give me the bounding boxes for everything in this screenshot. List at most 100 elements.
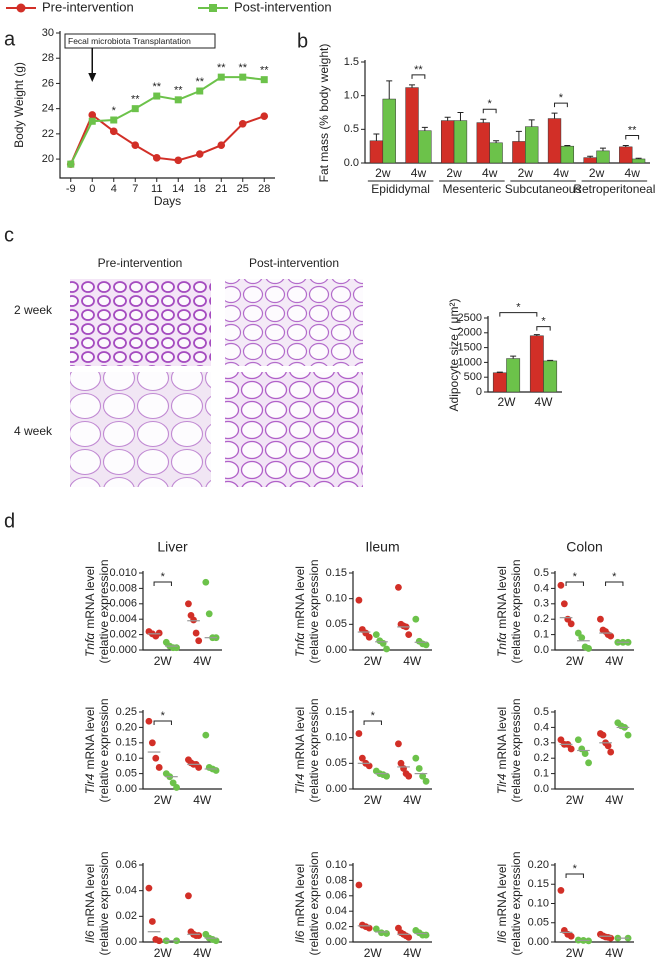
data-point [212, 937, 220, 945]
group-label: Subcutaneous [505, 182, 582, 196]
y-axis-label-text: mRNA level [495, 566, 509, 629]
axis-line [142, 710, 222, 790]
x-tick-label: 4w [411, 166, 427, 180]
data-point [195, 932, 203, 939]
x-tick-label: 7 [132, 183, 138, 195]
data-point [173, 644, 180, 652]
y-axis-label: Fat mass (% body weight) [317, 44, 331, 183]
data-point [422, 777, 430, 785]
y-tick-label: 0.05 [326, 618, 347, 630]
bar [596, 150, 610, 164]
y-tick-label: 0.00 [116, 936, 137, 948]
marker [174, 156, 183, 165]
significance-label: ** [174, 85, 183, 97]
axis-line [554, 571, 634, 651]
data-point [185, 892, 192, 900]
y-tick-label: 22 [42, 128, 54, 140]
image-row-label: 2 week [14, 303, 53, 317]
x-tick-label: 4W [403, 946, 422, 960]
y-tick-label: 2000 [458, 327, 482, 339]
error-bar [496, 371, 503, 373]
significance-label: * [541, 315, 546, 327]
y-tick-label: 0.15 [326, 706, 347, 718]
data-point [383, 772, 390, 780]
y-axis-label: Tnfα mRNA level [293, 566, 307, 657]
y-tick-label: 0.10 [528, 897, 549, 909]
gene-name: Tlr4 [495, 773, 509, 794]
data-point [148, 739, 156, 747]
y-tick-label: 30 [42, 27, 54, 39]
y-axis-label-text: mRNA level [83, 707, 97, 770]
significance-label: ** [217, 62, 226, 74]
legend-marker [16, 3, 26, 13]
data-point [557, 581, 565, 589]
y-axis-label-2: (relative expression [509, 698, 523, 802]
marker [217, 141, 226, 150]
series-line [69, 113, 265, 165]
gene-name: Tnfα [495, 632, 509, 657]
significance-bracket [605, 581, 624, 586]
group-label: Retroperitoneal [573, 182, 655, 196]
data-point [412, 615, 420, 623]
y-axis-label-text: mRNA level [495, 864, 509, 927]
data-point [205, 610, 213, 618]
data-point [155, 937, 163, 945]
error-bar [635, 157, 642, 159]
y-tick-label: 0.04 [326, 905, 347, 917]
axis-line [59, 31, 275, 179]
data-point [567, 620, 575, 628]
gene-name: Il6 [495, 930, 509, 943]
data-point [148, 918, 156, 925]
x-tick-label: 2W [498, 395, 517, 409]
y-tick-label: 0.0 [344, 157, 359, 169]
significance-bracket [554, 102, 568, 108]
significance-bracket [363, 720, 382, 725]
significance-bracket [625, 134, 640, 140]
bar [476, 122, 490, 164]
y-tick-label: 1500 [458, 342, 482, 354]
significance-label: ** [628, 124, 637, 136]
data-point [378, 929, 385, 937]
gene-name: Tnfα [293, 632, 307, 657]
image-column-label: Post-intervention [249, 256, 339, 270]
x-tick-label: 4w [553, 166, 569, 180]
column-title: Colon [566, 539, 603, 555]
x-tick-label: 4W [403, 654, 422, 668]
error-bar [547, 359, 554, 361]
data-point [607, 632, 615, 640]
y-axis-label-2: (relative expression [509, 559, 523, 663]
bar [382, 98, 396, 164]
y-axis-label-text: mRNA level [83, 864, 97, 927]
marker [174, 96, 182, 104]
series-line [69, 76, 265, 165]
y-axis-label-text: mRNA level [293, 707, 307, 770]
y-tick-label: 0.08 [326, 874, 347, 886]
error-bar [493, 140, 500, 143]
error-bar [533, 334, 540, 336]
bar [529, 335, 544, 393]
y-tick-label: 0.05 [528, 917, 549, 929]
y-tick-label: 0.02 [116, 910, 137, 922]
y-axis-label: Body Weight (g) [12, 62, 26, 148]
data-point [379, 639, 387, 647]
group-label: Epididymal [371, 182, 430, 196]
y-tick-label: 0.15 [326, 567, 347, 579]
y-tick-label: 0.10 [326, 859, 347, 871]
y-tick-label: 0.20 [116, 721, 137, 733]
y-axis-label: Adipocyte size ( μm²) [447, 299, 461, 412]
significance-label: * [559, 92, 564, 104]
data-point [355, 730, 363, 737]
x-tick-label: 2w [446, 166, 462, 180]
panel-letter: d [4, 510, 15, 532]
image-row-label: 4 week [14, 424, 53, 438]
marker [67, 160, 75, 168]
error-bar [444, 116, 451, 121]
bar [547, 118, 562, 164]
data-point [155, 629, 163, 637]
data-point [578, 634, 586, 642]
x-tick-label: 4W [605, 793, 624, 807]
significance-label: ** [238, 62, 247, 74]
marker [217, 73, 225, 81]
significance-label: ** [414, 64, 423, 76]
y-tick-label: 0 [476, 386, 482, 398]
